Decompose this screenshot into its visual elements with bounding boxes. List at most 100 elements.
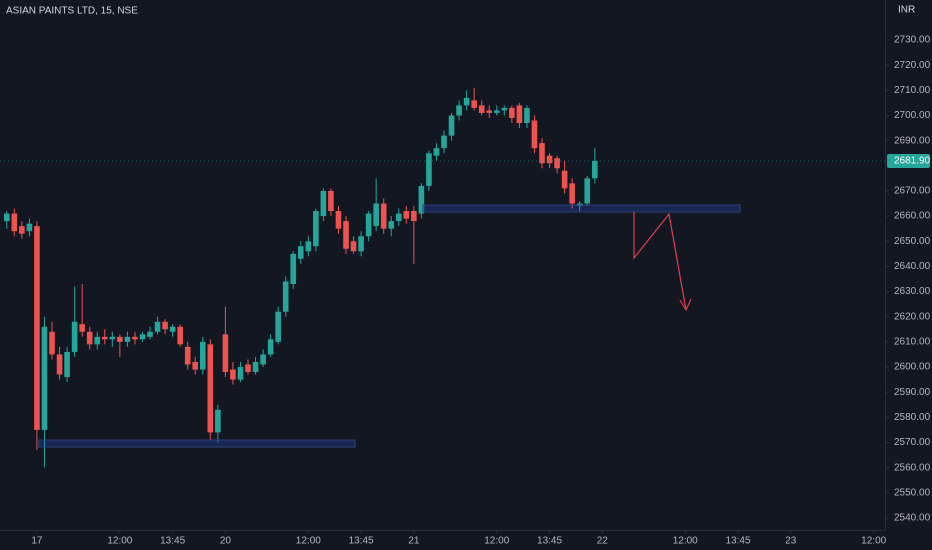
y-tick-label: 2720.00	[894, 60, 931, 71]
candle-body	[260, 354, 266, 365]
candle-body	[71, 321, 78, 352]
candle-body	[554, 158, 560, 169]
candle-body	[132, 336, 138, 340]
arrow-head	[679, 298, 692, 312]
candle-body	[561, 170, 568, 189]
last-price-box	[887, 153, 930, 168]
y-tick-label: 2620.00	[894, 311, 931, 322]
candle-body	[328, 190, 334, 212]
x-tick-label: 13:45	[160, 536, 185, 547]
candle-body	[456, 105, 462, 116]
candle-body	[109, 336, 116, 340]
y-tick-label: 2580.00	[894, 412, 931, 423]
candle-body	[267, 339, 274, 355]
candle-body	[169, 326, 176, 332]
candle-body	[86, 331, 93, 345]
chart-title: ASIAN PAINTS LTD, 15, NSE	[6, 6, 138, 17]
candle-body	[215, 409, 221, 433]
candle-body	[177, 326, 183, 345]
y-tick-label: 2710.00	[894, 85, 931, 96]
candle-body	[486, 110, 493, 113]
plot	[0, 87, 885, 468]
candle-body	[478, 105, 485, 113]
candle-body	[403, 211, 410, 219]
x-tick-label: 12:00	[484, 536, 509, 547]
x-tick-label: 12:00	[673, 536, 698, 547]
candle-body	[207, 344, 214, 433]
candle-body	[290, 253, 297, 284]
candle-body	[19, 226, 25, 234]
candle-body	[524, 107, 530, 124]
candle-body	[584, 178, 591, 204]
candle-body	[433, 148, 440, 156]
y-tick-label: 2610.00	[894, 336, 931, 347]
candle-body	[101, 336, 108, 340]
y-tick-label: 2590.00	[894, 387, 931, 398]
candle-body	[49, 331, 55, 355]
candle-body	[297, 246, 304, 259]
candle-body	[373, 203, 379, 227]
candle-body	[569, 183, 575, 204]
resistance-zone	[422, 204, 741, 213]
candle-body	[245, 364, 251, 373]
y-tick-label: 2670.00	[894, 186, 931, 197]
candle-body	[222, 334, 229, 373]
x-tick-label: 22	[597, 536, 609, 547]
x-tick-label: 17	[31, 536, 43, 547]
candle-body	[117, 336, 123, 342]
x-tick-label: 12:00	[861, 536, 886, 547]
x-tick-label: 23	[785, 536, 797, 547]
x-tick-label: 12:00	[296, 536, 321, 547]
y-tick-label: 2550.00	[894, 487, 931, 498]
candle-body	[94, 336, 101, 345]
candle-body	[252, 361, 259, 373]
candle-body	[320, 190, 327, 217]
candle-body	[426, 153, 432, 186]
candle-body	[531, 120, 538, 149]
candle-body	[591, 160, 598, 179]
y-tick-label: 2690.00	[894, 135, 931, 146]
candle-body	[11, 213, 18, 232]
candle-body	[350, 241, 357, 252]
y-tick-label: 2600.00	[894, 362, 931, 373]
y-tick-label: 2640.00	[894, 261, 931, 272]
candle-body	[501, 107, 508, 111]
y-tick-label: 2650.00	[894, 236, 931, 247]
support-zone	[38, 439, 356, 448]
x-tick-label: 12:00	[107, 536, 132, 547]
y-tick-label: 2730.00	[894, 35, 931, 46]
candle-body	[41, 326, 48, 430]
candle-body	[448, 115, 455, 136]
candle-body	[192, 361, 199, 370]
candle-body	[463, 97, 470, 106]
currency-label: INR	[898, 5, 915, 16]
candle-body	[237, 367, 244, 380]
candle-body	[380, 203, 387, 229]
candle-body	[34, 226, 40, 430]
candle-body	[147, 331, 153, 337]
candle-body	[411, 211, 417, 222]
candle-body	[516, 105, 523, 124]
candle-body	[335, 211, 342, 229]
candle-body	[365, 213, 372, 237]
x-tick-label: 13:45	[725, 536, 750, 547]
candle-body	[64, 351, 70, 378]
x-tick-label: 13:45	[349, 536, 374, 547]
candle-body	[79, 324, 85, 332]
y-tick-label: 2660.00	[894, 211, 931, 222]
candle-body	[441, 135, 447, 149]
candle-body	[539, 143, 545, 164]
candle-body	[124, 336, 131, 342]
candle-body	[199, 341, 206, 370]
candle-body	[282, 281, 289, 312]
y-tick-label: 2630.00	[894, 286, 931, 297]
candle-body	[546, 155, 553, 164]
candle-body	[358, 236, 364, 252]
x-tick-label: 13:45	[537, 536, 562, 547]
candle-body	[509, 107, 515, 118]
candle-body	[418, 185, 425, 214]
y-tick-label: 2560.00	[894, 462, 931, 473]
candle-body	[343, 221, 349, 249]
